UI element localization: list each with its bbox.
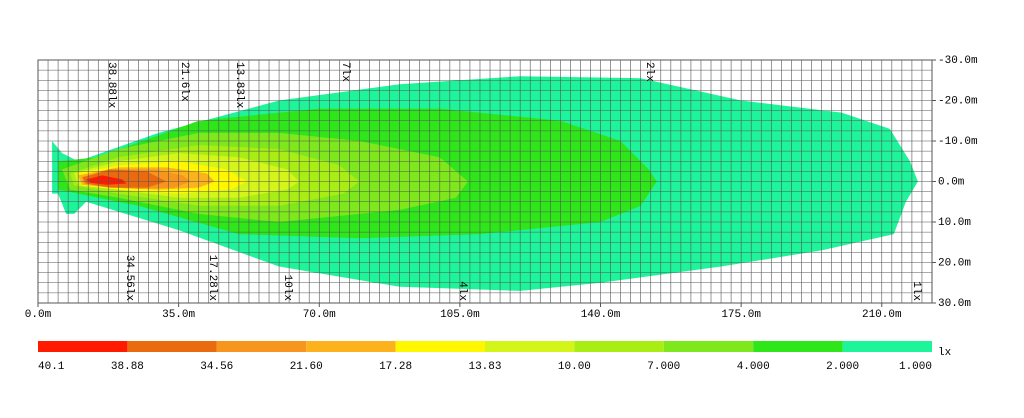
- y-tick-label: 20.0m: [938, 257, 971, 269]
- x-tick-label: 0.0m: [25, 309, 52, 321]
- legend-label: 21.60: [290, 361, 323, 373]
- y-tick-label: -10.0m: [938, 136, 978, 148]
- legend-swatch: [38, 341, 128, 352]
- legend-label: 38.88: [111, 361, 144, 373]
- legend-swatch: [574, 341, 664, 352]
- x-tick-label: 210.0m: [862, 309, 902, 321]
- x-tick-label: 140.0m: [581, 309, 621, 321]
- legend-label: 1.000: [899, 361, 932, 373]
- y-tick-label: 0.0m: [938, 176, 965, 188]
- contour-label: 7lx: [339, 62, 351, 82]
- legend-swatch: [753, 341, 843, 352]
- legend-label: 7.000: [647, 361, 680, 373]
- y-tick-label: 10.0m: [938, 217, 971, 229]
- contour-label: 4lx: [456, 281, 468, 301]
- contour-label: 38.88lx: [105, 62, 117, 109]
- contour-label: 13.83lx: [233, 62, 245, 109]
- legend-label: 40.1: [38, 361, 65, 373]
- legend-swatch: [127, 341, 217, 352]
- legend-label: 10.00: [558, 361, 591, 373]
- x-tick-label: 105.0m: [440, 309, 480, 321]
- legend-swatch: [663, 341, 754, 352]
- contour-label: 21.6lx: [178, 62, 190, 102]
- y-tick-label: -20.0m: [938, 95, 978, 107]
- legend-label: 34.56: [200, 361, 233, 373]
- contour-label: 10lx: [281, 275, 293, 302]
- contour-label: 34.56lx: [123, 255, 135, 302]
- x-tick-label: 35.0m: [162, 309, 195, 321]
- legend-swatch: [485, 341, 575, 352]
- contour-label: 1lx: [910, 281, 922, 301]
- isolux-region: [86, 175, 127, 185]
- legend-label: 13.83: [468, 361, 501, 373]
- legend-label: 17.28: [379, 361, 412, 373]
- legend-swatch: [395, 341, 485, 352]
- legend-label: 4.000: [737, 361, 770, 373]
- y-tick-label: 30.0m: [938, 298, 971, 310]
- x-tick-label: 70.0m: [303, 309, 336, 321]
- legend-swatch: [216, 341, 307, 352]
- contour-label: 17.28lx: [206, 255, 218, 302]
- legend-label: 2.000: [826, 361, 859, 373]
- x-tick-label: 175.0m: [721, 309, 761, 321]
- legend-swatch: [306, 341, 396, 352]
- contour-label: 2lx: [643, 62, 655, 82]
- legend-swatch: [842, 341, 932, 352]
- y-tick-label: -30.0m: [938, 55, 978, 67]
- legend-unit: lx: [938, 347, 952, 359]
